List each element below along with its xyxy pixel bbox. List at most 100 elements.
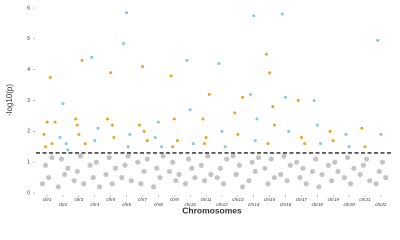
data-point bbox=[272, 123, 276, 127]
data-point bbox=[66, 148, 70, 152]
data-point bbox=[160, 153, 166, 159]
data-point bbox=[268, 71, 272, 75]
data-point bbox=[266, 142, 270, 146]
data-point bbox=[207, 92, 211, 96]
data-point bbox=[303, 181, 309, 187]
data-point bbox=[262, 165, 268, 171]
x-tick-label: chr1 bbox=[43, 197, 52, 202]
data-point bbox=[344, 154, 351, 161]
x-tick-label: chr12 bbox=[216, 202, 228, 207]
data-point bbox=[208, 171, 214, 178]
x-tick-label: chr14 bbox=[248, 202, 260, 207]
x-tick-label: chr2 bbox=[59, 202, 68, 207]
data-point bbox=[125, 153, 131, 159]
y-tick-label: 1 bbox=[27, 159, 30, 165]
x-tick-label: chr22 bbox=[375, 202, 387, 207]
data-point bbox=[125, 11, 129, 15]
y-tick-label: 4 bbox=[27, 67, 30, 73]
data-point bbox=[268, 156, 274, 162]
data-point bbox=[241, 95, 245, 99]
data-point bbox=[328, 129, 332, 133]
x-tick-label: chr17 bbox=[296, 197, 308, 202]
data-point bbox=[160, 145, 164, 149]
data-point bbox=[201, 178, 208, 184]
data-point bbox=[351, 165, 357, 171]
data-point bbox=[39, 181, 45, 187]
data-point bbox=[224, 156, 230, 162]
data-point bbox=[294, 159, 300, 165]
x-tick-label: chr4 bbox=[90, 202, 99, 207]
data-point bbox=[128, 132, 132, 136]
data-point bbox=[233, 111, 237, 115]
data-point bbox=[87, 162, 93, 168]
data-point bbox=[55, 184, 61, 190]
data-point bbox=[128, 178, 134, 184]
data-point bbox=[151, 184, 157, 190]
data-point bbox=[106, 154, 112, 161]
data-point bbox=[93, 139, 97, 143]
data-point bbox=[252, 168, 258, 175]
data-point bbox=[45, 120, 49, 124]
x-tick-label: chr10 bbox=[185, 202, 197, 207]
data-point bbox=[297, 174, 303, 181]
data-point bbox=[192, 174, 198, 181]
data-point bbox=[106, 117, 110, 121]
data-point bbox=[236, 132, 240, 136]
data-point bbox=[202, 142, 206, 146]
data-point bbox=[220, 181, 227, 187]
data-point bbox=[280, 12, 284, 16]
data-point bbox=[170, 159, 176, 165]
data-point bbox=[50, 142, 54, 146]
data-point bbox=[185, 156, 192, 162]
data-point bbox=[249, 92, 253, 96]
data-point bbox=[376, 168, 382, 175]
data-point bbox=[44, 145, 48, 149]
x-tick-label: chr18 bbox=[312, 202, 324, 207]
data-point bbox=[287, 129, 291, 133]
data-point bbox=[42, 162, 49, 168]
x-tick-label: chr6 bbox=[122, 202, 131, 207]
data-point bbox=[264, 52, 268, 56]
data-point bbox=[62, 171, 68, 178]
data-point bbox=[287, 162, 293, 168]
data-point bbox=[220, 129, 224, 133]
x-axis-title: Chromosomes bbox=[182, 205, 242, 215]
data-point bbox=[166, 168, 173, 175]
data-point bbox=[335, 168, 341, 175]
data-point bbox=[252, 14, 256, 18]
data-point bbox=[249, 159, 255, 165]
data-point bbox=[173, 178, 179, 184]
data-point bbox=[138, 181, 144, 187]
data-point bbox=[90, 174, 96, 181]
data-point bbox=[309, 168, 316, 175]
data-point bbox=[303, 142, 307, 146]
data-point bbox=[96, 126, 100, 130]
data-point bbox=[112, 136, 116, 139]
data-point bbox=[49, 154, 55, 161]
data-point bbox=[325, 162, 332, 168]
data-point bbox=[119, 174, 125, 181]
data-point bbox=[110, 123, 114, 127]
data-point bbox=[236, 162, 243, 168]
data-point bbox=[379, 159, 386, 165]
data-point bbox=[284, 95, 288, 99]
x-tick-label: chr19 bbox=[328, 197, 340, 202]
data-point bbox=[46, 174, 52, 181]
data-point bbox=[271, 174, 277, 181]
data-point bbox=[189, 165, 195, 171]
data-point bbox=[332, 159, 338, 165]
y-tick-label: 2 bbox=[27, 129, 30, 135]
data-point bbox=[185, 58, 189, 62]
data-point bbox=[48, 75, 52, 79]
data-point bbox=[109, 71, 113, 75]
x-tick-label: chr15 bbox=[264, 197, 276, 202]
data-point bbox=[64, 142, 68, 146]
data-point bbox=[284, 178, 290, 184]
data-point bbox=[363, 156, 370, 162]
data-point bbox=[156, 120, 160, 124]
data-point bbox=[217, 62, 221, 65]
data-point bbox=[188, 108, 192, 112]
data-point bbox=[145, 139, 149, 143]
data-point bbox=[61, 102, 65, 106]
data-point bbox=[140, 65, 144, 69]
